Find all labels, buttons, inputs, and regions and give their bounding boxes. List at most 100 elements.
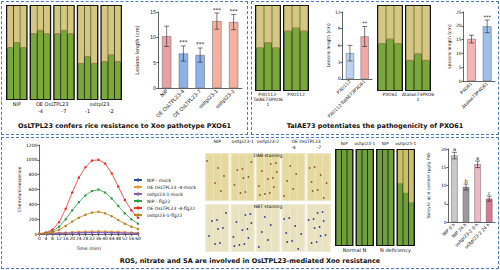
svg-text:0: 0 [338,76,341,81]
html-text:PXO61: PXO61 [382,92,398,97]
svg-text:osltpl23-1-mock: osltpl23-1-mock [147,192,184,197]
html-text:OE OsLTPL23: OE OsLTPL23 [291,139,321,144]
svg-text:PXO61: PXO61 [459,81,473,95]
html-text:NBT staining: NBT staining [253,204,283,209]
html-text:PXO112: PXO112 [287,92,305,97]
svg-text:osltpl23-2: osltpl23-2 [214,88,237,111]
html-text:-7: -7 [316,145,321,150]
html-text:DAB staining: DAB staining [253,153,283,158]
svg-text:OE OsLTPL23 -4-flg22: OE OsLTPL23 -4-flg22 [147,206,195,211]
svg-text:15: 15 [441,165,447,170]
html-text:osltpl23-1: osltpl23-1 [231,139,254,144]
svg-text:0: 0 [459,79,462,84]
svg-text:osltpl23-2 0 h: osltpl23-2 0 h [454,222,480,248]
svg-text:NIP 0 h: NIP 0 h [441,222,457,237]
svg-text:10: 10 [150,34,156,40]
svg-text:200: 200 [29,217,38,222]
svg-text:12: 12 [56,236,62,241]
svg-text:***: *** [179,39,188,45]
html-text:NIP: NIP [12,101,21,107]
svg-text:600: 600 [29,187,38,192]
svg-text:800: 800 [29,172,38,177]
svg-text:40: 40 [102,236,108,241]
svg-text:9: 9 [338,26,341,31]
svg-text:56: 56 [129,236,135,241]
svg-text:52: 52 [122,236,128,241]
html-text:OE OsLTPL23: OE OsLTPL23 [35,101,69,107]
svg-text:0: 0 [38,236,41,241]
html-text:Normal N: Normal N [342,247,367,253]
html-text:-2: -2 [108,107,114,114]
svg-text:osltpl23-2 24 h: osltpl23-2 24 h [464,222,492,250]
html-text:-4: -4 [37,107,43,114]
html-text:TaIAE73 potentiates the pathog: TaIAE73 potentiates the pathogenicity of… [286,122,464,130]
svg-text:25: 25 [456,10,462,15]
svg-text:28: 28 [83,236,89,241]
html-text:-1: -1 [85,107,91,114]
html-text:OsLTPL23 confers rice resistan: OsLTPL23 confers rice resistance to Xoo … [18,122,231,130]
svg-text:OE OsLTPL23-4: OE OsLTPL23-4 [155,88,186,119]
svg-text:32: 32 [89,236,95,241]
svg-text:4: 4 [44,236,47,241]
svg-text:Time (min): Time (min) [75,246,101,251]
svg-text:5: 5 [459,65,462,70]
svg-text:48: 48 [115,236,121,241]
svg-text:Salicylic acid content (μg/g F: Salicylic acid content (μg/g FW) [426,152,431,219]
svg-text:Lesions length (cm): Lesions length (cm) [326,23,331,68]
svg-text:20: 20 [441,147,447,152]
html-text:-7: -7 [61,107,67,114]
svg-text:3: 3 [338,60,341,65]
svg-text:10: 10 [456,51,462,56]
svg-text:***: *** [196,41,205,47]
html-text:-4: -4 [291,145,296,150]
svg-text:osltpl23-1-flg22: osltpl23-1-flg22 [147,213,183,218]
svg-text:12: 12 [335,10,341,15]
svg-text:15: 15 [150,9,156,15]
html-text:ROS, nitrate and SA are involv: ROS, nitrate and SA are involved in OsLT… [119,257,381,265]
svg-text:24: 24 [76,236,82,241]
svg-text:***: *** [230,8,239,14]
svg-text:20: 20 [69,236,75,241]
svg-text:OE OsLTPL23-7: OE OsLTPL23-7 [172,88,203,119]
svg-text:a: a [453,146,456,152]
svg-text:60: 60 [135,236,141,241]
svg-text:***: *** [213,7,222,13]
svg-text:20: 20 [456,23,462,28]
svg-text:**: ** [362,20,368,26]
svg-text:PXO112-TaIAE73PXO61: PXO112-TaIAE73PXO61 [327,79,367,119]
html-text:osltpl23-2: osltpl23-2 [256,139,280,144]
svg-text:a: a [476,155,479,161]
svg-text:Lesions length (cm): Lesions length (cm) [134,25,141,74]
svg-text:b: b [464,178,467,184]
svg-text:NIP 24 h: NIP 24 h [451,222,468,239]
svg-text:0: 0 [153,85,156,91]
svg-text:5: 5 [153,60,156,66]
html-text:ΔtaIae73PXO61: ΔtaIae73PXO61 [402,92,434,102]
svg-text:16: 16 [63,236,69,241]
svg-text:Lesions length (cm): Lesions length (cm) [447,24,452,69]
html-text:N deficiency: N deficiency [380,247,411,253]
svg-text:1200: 1200 [26,143,38,148]
svg-text:Chemiluminescence: Chemiluminescence [17,167,22,213]
svg-text:NIP - mock: NIP - mock [147,178,172,183]
svg-text:36: 36 [96,236,102,241]
svg-text:***: *** [483,14,491,20]
svg-text:44: 44 [109,236,115,241]
svg-text:1000: 1000 [26,157,38,162]
svg-text:NIP - flg22: NIP - flg22 [147,199,170,204]
svg-text:0: 0 [444,220,447,225]
svg-text:8: 8 [51,236,54,241]
svg-text:NIP: NIP [159,88,169,98]
svg-text:c: c [488,190,491,196]
html-text:PXO112-TaIAE73PXO61: PXO112-TaIAE73PXO61 [253,92,283,107]
svg-text:OE OsLTPL23 -4-mock: OE OsLTPL23 -4-mock [147,185,196,190]
html-text:osltpl23: osltpl23 [89,101,110,107]
svg-text:15: 15 [456,37,462,42]
html-text:NIP: NIP [213,139,221,144]
svg-text:400: 400 [29,202,38,207]
svg-text:5: 5 [444,201,447,206]
svg-text:osltpl23-1: osltpl23-1 [197,87,219,110]
svg-text:6: 6 [338,43,341,48]
svg-text:ΔtaIae73PXO61: ΔtaIae73PXO61 [461,81,489,109]
svg-text:10: 10 [441,183,447,188]
